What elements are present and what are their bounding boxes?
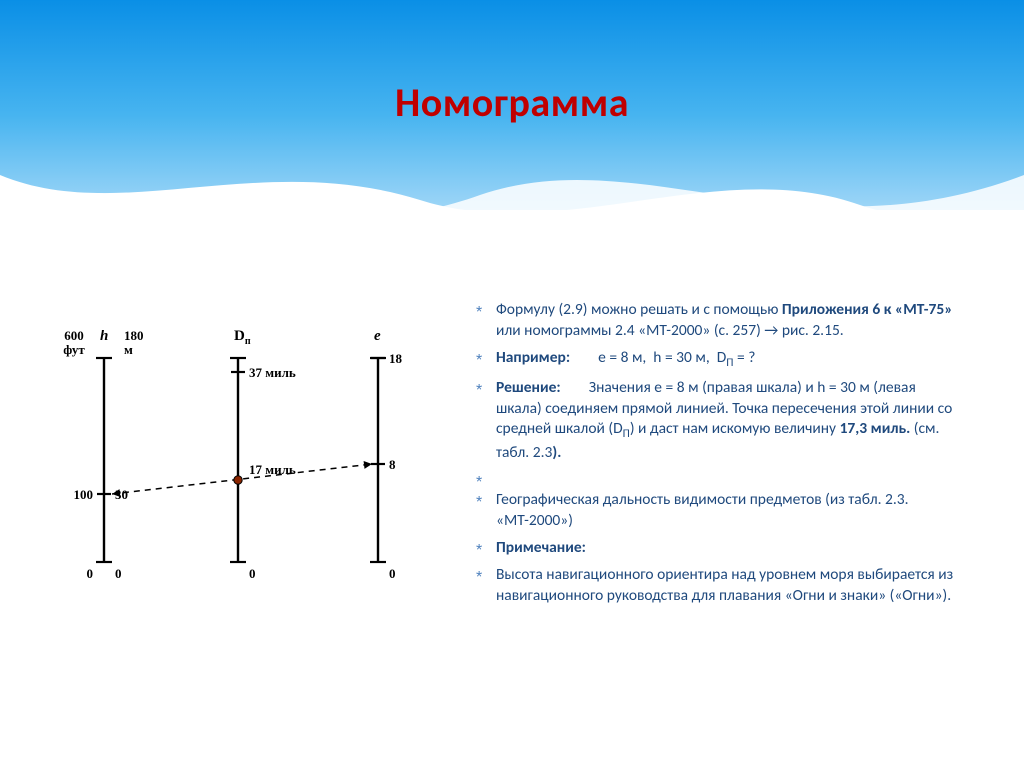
bullet-item: Примечание: (470, 538, 960, 559)
nomogram-svg: 600фут180мh1003000Dп37 миль17 миль0e1880 (50, 330, 440, 590)
slide-title: Номограмма (0, 78, 1024, 127)
svg-text:17 миль: 17 миль (249, 462, 296, 477)
text-column: Формулу (2.9) можно решать и с помощью П… (470, 300, 990, 740)
svg-text:0: 0 (389, 566, 396, 581)
svg-text:0: 0 (115, 566, 122, 581)
svg-text:0: 0 (87, 566, 94, 581)
slide: Номограмма 600фут180мh1003000Dп37 миль17… (0, 0, 1024, 767)
svg-text:0: 0 (249, 566, 256, 581)
nomogram-diagram: 600фут180мh1003000Dп37 миль17 миль0e1880 (0, 300, 470, 740)
svg-text:e: e (374, 330, 381, 344)
svg-text:фут: фут (63, 342, 85, 357)
svg-text:8: 8 (389, 457, 396, 472)
svg-text:18: 18 (389, 351, 403, 366)
bullet-item: Например: е = 8 м, h = 30 м, DП = ? (470, 348, 960, 372)
svg-text:h: h (100, 330, 108, 344)
header-background (0, 0, 1024, 280)
bullet-item: Географическая дальность видимости предм… (470, 490, 960, 532)
bullet-item: Решение: Значения е = 8 м (правая шкала)… (470, 378, 960, 465)
bullet-item (470, 470, 960, 484)
bullet-item: Формулу (2.9) можно решать и с помощью П… (470, 300, 960, 342)
bullet-list: Формулу (2.9) можно решать и с помощью П… (470, 300, 960, 607)
svg-text:м: м (124, 342, 133, 357)
content-area: 600фут180мh1003000Dп37 миль17 миль0e1880… (0, 300, 1024, 740)
svg-text:37 миль: 37 миль (249, 365, 296, 380)
svg-text:Dп: Dп (234, 330, 251, 347)
svg-text:100: 100 (74, 487, 94, 502)
svg-text:30: 30 (115, 487, 128, 502)
bullet-item: Высота навигационного ориентира над уров… (470, 565, 960, 607)
